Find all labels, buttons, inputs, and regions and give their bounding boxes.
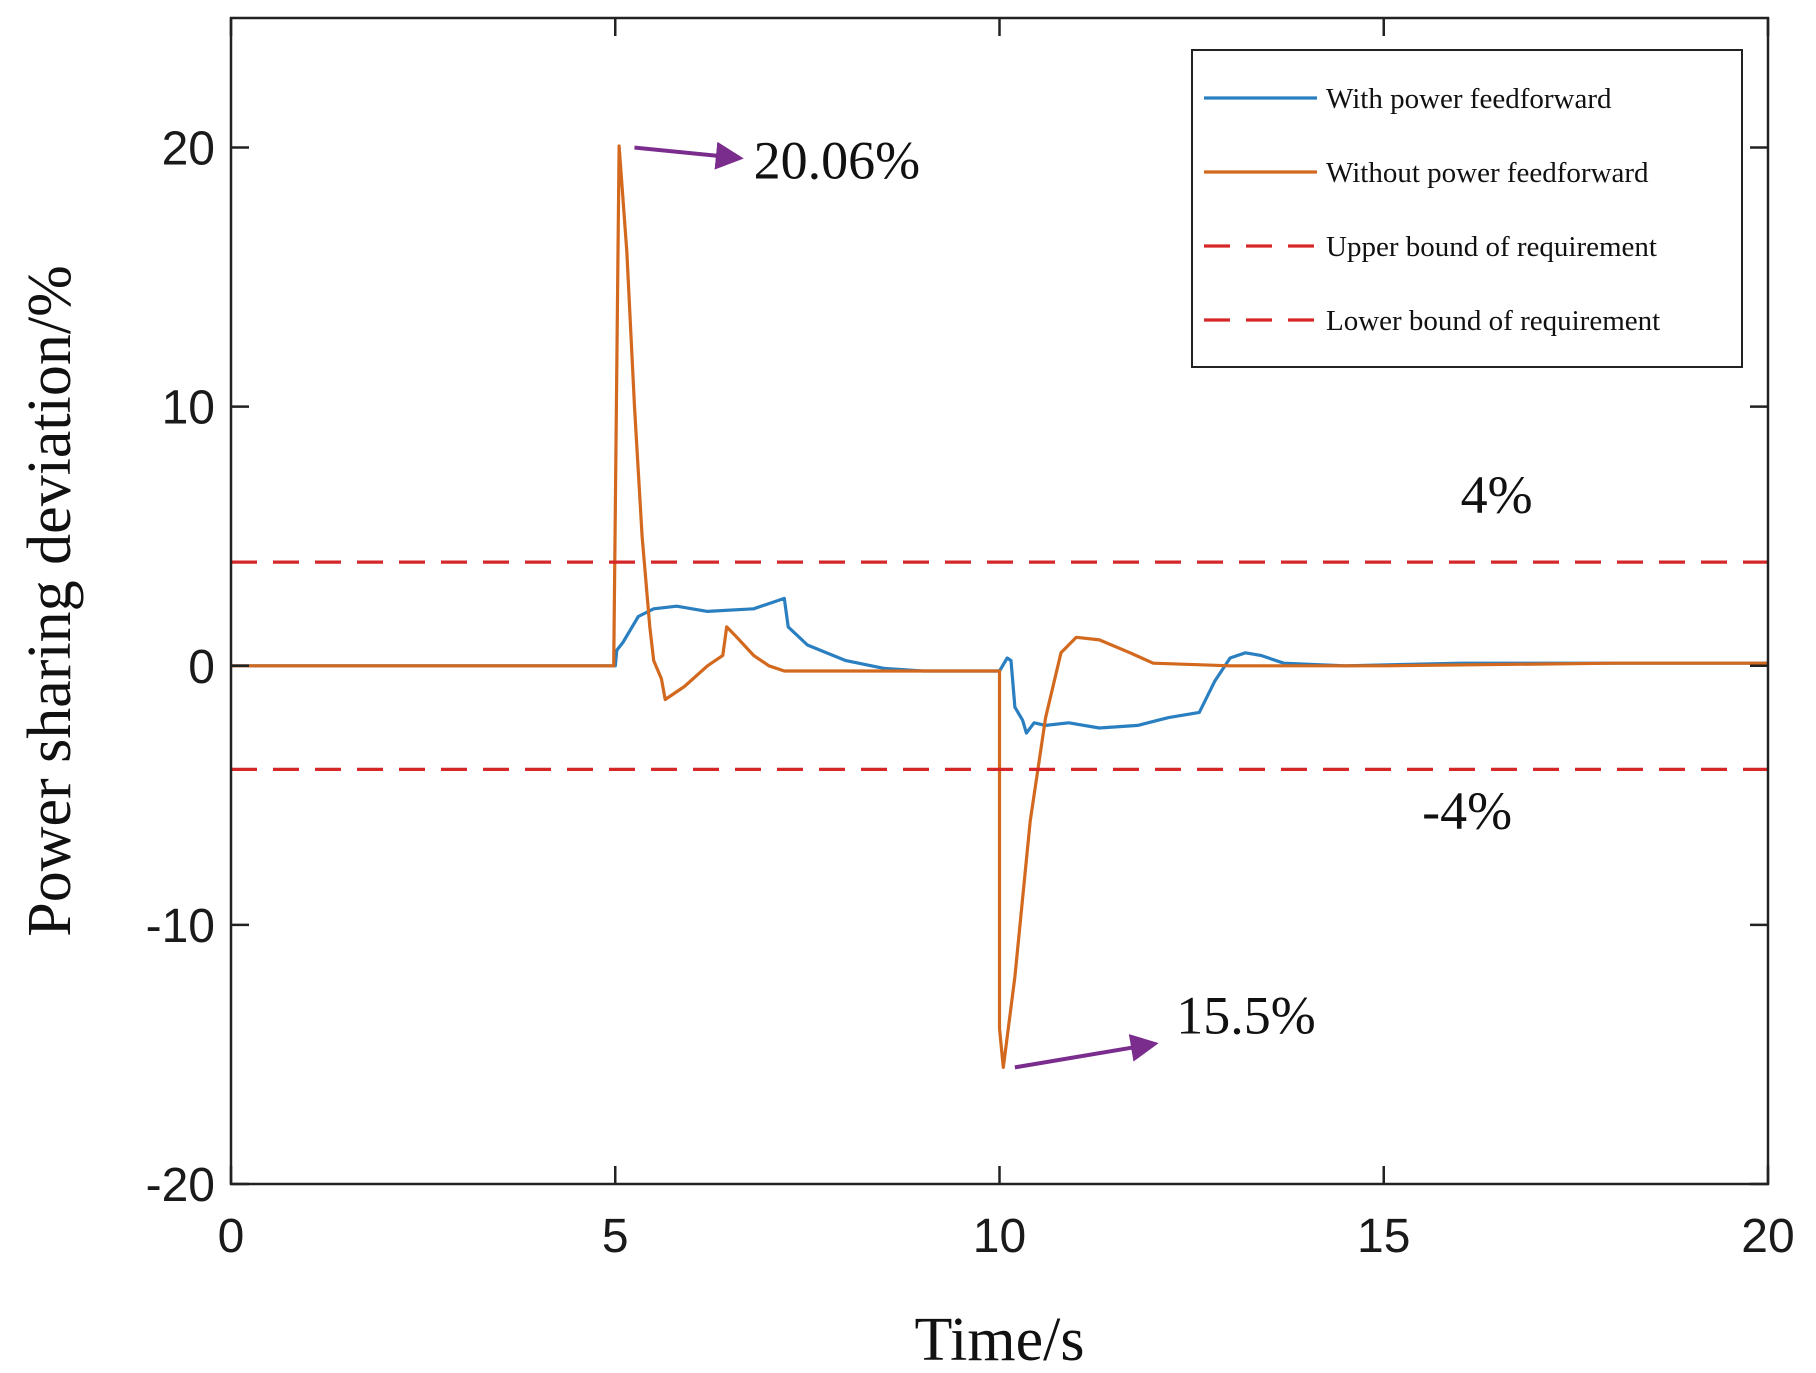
x-axis-label: Time/s — [914, 1306, 1084, 1373]
annotation-arrow — [1014, 1033, 1159, 1070]
legend-entry: Upper bound of requirement — [1326, 231, 1657, 263]
annotation-label: 15.5% — [1176, 986, 1315, 1046]
legend: With power feedforward Without power feed… — [1191, 49, 1743, 368]
x-tick-label: 20 — [1741, 1210, 1794, 1263]
y-axis-label: Power sharing deviation/% — [16, 265, 84, 937]
y-tick-label: 0 — [188, 641, 215, 694]
annotation-layer: 20.06% 15.5% 4% -4% — [634, 131, 1533, 1070]
legend-entry: Without power feedforward — [1326, 157, 1649, 189]
annotation-label: 20.06% — [754, 131, 920, 191]
x-tick-label: 10 — [973, 1210, 1026, 1263]
annotation-arrow — [634, 141, 744, 170]
annotation-label: 4% — [1461, 465, 1533, 525]
y-tick-label: -10 — [146, 900, 215, 953]
legend-box — [1191, 49, 1743, 368]
x-tick-label: 0 — [218, 1210, 245, 1263]
annotation-label: -4% — [1422, 781, 1512, 841]
y-tick-label: 20 — [162, 123, 215, 176]
y-tick-label: -20 — [146, 1159, 215, 1212]
axes-layer: 0 5 10 15 20 -20 -10 0 10 20 — [146, 16, 1795, 1263]
series-layer — [231, 144, 1768, 1069]
x-tick-label: 5 — [602, 1210, 629, 1263]
legend-entry: Lower bound of requirement — [1326, 305, 1660, 337]
y-tick-label: 10 — [162, 382, 215, 435]
x-tick-label: 15 — [1357, 1210, 1410, 1263]
series-line-with-power-feedforward — [231, 596, 1768, 735]
series-line-without-power-feedforward — [231, 144, 1768, 1069]
legend-entry: With power feedforward — [1326, 83, 1612, 115]
